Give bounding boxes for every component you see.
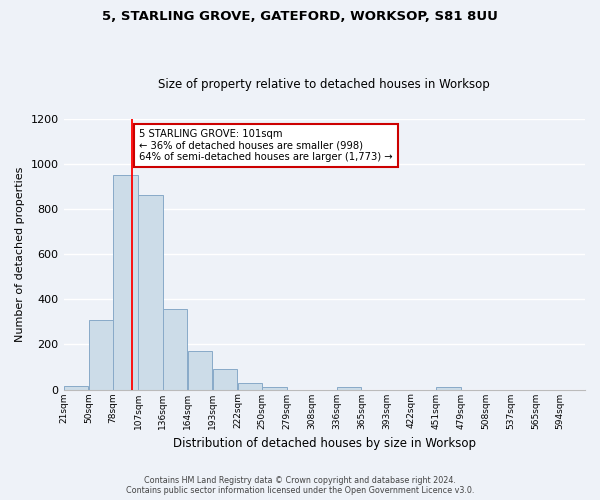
Y-axis label: Number of detached properties: Number of detached properties: [15, 166, 25, 342]
Title: Size of property relative to detached houses in Worksop: Size of property relative to detached ho…: [158, 78, 490, 91]
Text: Contains HM Land Registry data © Crown copyright and database right 2024.
Contai: Contains HM Land Registry data © Crown c…: [126, 476, 474, 495]
X-axis label: Distribution of detached houses by size in Worksop: Distribution of detached houses by size …: [173, 437, 476, 450]
Bar: [238, 384, 262, 390]
Text: 5, STARLING GROVE, GATEFORD, WORKSOP, S81 8UU: 5, STARLING GROVE, GATEFORD, WORKSOP, S8…: [102, 10, 498, 23]
Bar: [64, 386, 88, 390]
Text: 5 STARLING GROVE: 101sqm
← 36% of detached houses are smaller (998)
64% of semi-: 5 STARLING GROVE: 101sqm ← 36% of detach…: [139, 128, 392, 162]
Bar: [337, 387, 361, 390]
Bar: [138, 194, 163, 390]
Bar: [213, 369, 237, 390]
Bar: [262, 388, 287, 390]
Bar: [89, 320, 113, 390]
Bar: [188, 351, 212, 390]
Bar: [113, 175, 138, 390]
Bar: [436, 387, 461, 390]
Bar: [163, 309, 187, 390]
